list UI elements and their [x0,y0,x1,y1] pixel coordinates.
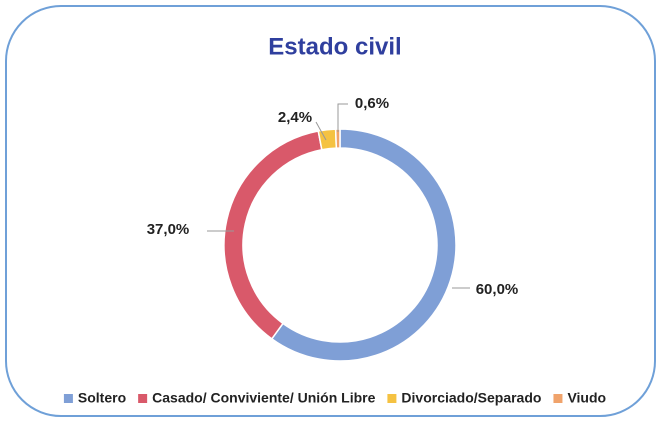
legend-swatch [63,394,73,403]
legend-label: Soltero [78,390,126,406]
data-label: 37,0% [147,221,190,238]
legend-swatch [553,394,563,403]
legend-label: Casado/ Conviviente/ Unión Libre [152,390,375,406]
legend-label: Divorciado/Separado [401,390,541,406]
data-label: 2,4% [278,109,312,126]
legend-label: Viudo [567,390,606,406]
data-label: 0,6% [355,95,389,112]
donut-segment [317,128,338,151]
legend-swatch [387,394,397,403]
leader-line [337,103,348,132]
legend-swatch [138,394,148,403]
chart-title: Estado civil [268,33,401,60]
donut-segment [334,128,341,149]
chart-frame [5,5,656,417]
data-label: 60,0% [476,281,519,298]
leader-line [315,121,327,141]
